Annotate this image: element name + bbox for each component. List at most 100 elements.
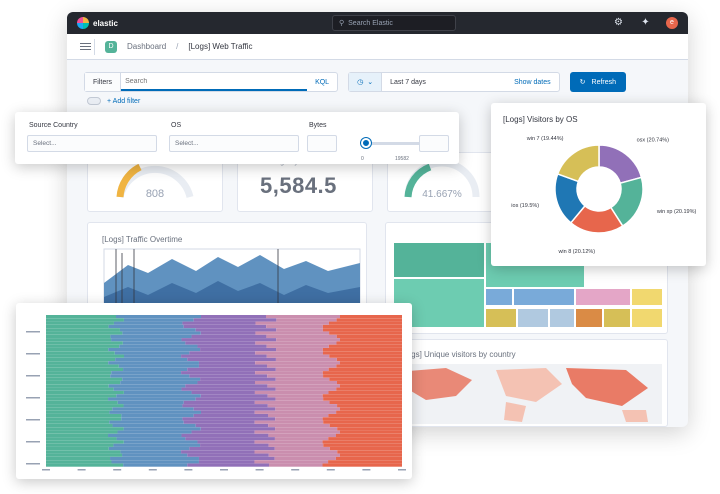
treemap-cell [518, 309, 548, 327]
donut-slice-win-7[interactable] [556, 144, 600, 183]
x-axis-tick-mark [148, 469, 157, 471]
bytes-max-input[interactable] [419, 135, 449, 152]
stacked-bar-segment [339, 338, 402, 342]
source-country-placeholder: Select... [33, 140, 57, 147]
quick-menu-button[interactable]: ◷ ⌄ [349, 73, 383, 91]
stacked-bar-segment [117, 400, 184, 404]
stacked-bar-segment [46, 404, 124, 408]
stacked-bar-segment [268, 463, 323, 467]
global-search-field[interactable]: ⚲ Search Elastic [332, 15, 456, 31]
y-axis-tick-mark [26, 353, 40, 355]
stacked-bar-segment [197, 381, 256, 385]
add-filter-link[interactable]: + Add filter [107, 97, 141, 105]
stacked-bar-segment [266, 324, 323, 329]
query-bar: Filters KQL ◷ ⌄ Last 7 days Show dates ↻… [84, 72, 668, 92]
bytes-range-track[interactable] [365, 142, 425, 145]
stacked-bar-segment [339, 361, 402, 365]
date-picker: ◷ ⌄ Last 7 days Show dates [348, 72, 560, 92]
stacked-bar-segment [120, 381, 198, 385]
stacked-bar-segment [123, 404, 183, 408]
stacked-bar-segment [266, 334, 337, 338]
show-dates-link[interactable]: Show dates [514, 78, 551, 86]
stacked-bar-segment [328, 414, 402, 418]
gauge-value: 808 [146, 188, 164, 200]
stacked-bar-segment [276, 328, 323, 332]
stacked-bar-segment [339, 407, 402, 411]
stacked-bar-segment [46, 315, 116, 319]
stacked-bar-segment [336, 341, 402, 345]
stacked-bar-segment [254, 460, 329, 464]
x-axis-tick-mark [220, 469, 228, 471]
treemap-cell [514, 289, 574, 305]
stacked-bar-segment [266, 315, 340, 319]
stacked-bar-segment [328, 321, 402, 325]
stacked-bar-segment [255, 351, 323, 355]
search-icon: ⚲ [339, 20, 345, 27]
menu-toggle-button[interactable] [77, 38, 95, 55]
filters-button[interactable]: Filters [85, 73, 122, 91]
stacked-bar-segment [335, 456, 402, 461]
news-feed-icon[interactable]: ✦ [641, 17, 650, 28]
stacked-bar-segment [198, 460, 255, 464]
stacked-bar-segment [200, 348, 277, 352]
kql-toggle[interactable]: KQL [315, 78, 330, 86]
avatar[interactable]: e [666, 16, 678, 29]
stacked-bar-segment [46, 324, 109, 329]
stacked-bar-segment [276, 338, 340, 342]
map-region [504, 402, 526, 422]
visitors-by-os-donut: osx (20.74%) win xp (20.19%) win 8 (20.12%… [511, 136, 696, 255]
bytes-min-tick: 0 [361, 156, 364, 162]
stacked-bar-segment [275, 427, 338, 431]
stacked-bar-segment [323, 374, 402, 378]
stacked-bar-segment [200, 427, 276, 431]
bytes-range-handle[interactable] [361, 138, 371, 148]
stacked-bar-segment [181, 433, 269, 437]
bytes-min-input[interactable] [307, 135, 337, 152]
space-avatar[interactable]: D [105, 40, 117, 53]
stacked-bar-segment [275, 367, 329, 371]
elastic-logo[interactable]: elastic [77, 17, 118, 29]
stacked-bar-segment [255, 341, 337, 345]
stacked-bar-segment [46, 437, 117, 441]
map-region [496, 368, 562, 402]
date-range-text[interactable]: Last 7 days [390, 78, 426, 86]
donut-slice-osx[interactable] [598, 144, 643, 185]
stacked-bar-segment [113, 321, 183, 325]
stacked-bar-segment [201, 315, 266, 319]
stacked-bar-segment [254, 420, 324, 424]
os-select[interactable]: Select... [169, 135, 299, 152]
stacked-bar-segment [120, 450, 182, 454]
treemap-cell [486, 289, 512, 305]
breadcrumb-dashboard-link[interactable]: Dashboard [127, 42, 167, 51]
stacked-bar-segment [46, 374, 111, 378]
bytes-max-tick: 19582 [395, 156, 409, 162]
stacked-bar-segment [187, 463, 269, 467]
stacked-bar-segment [122, 453, 188, 457]
y-axis-tick-mark [26, 375, 40, 377]
stacked-bar-segment [46, 427, 124, 431]
stacked-bar-segment [46, 440, 124, 444]
stacked-bar-segment [46, 460, 112, 464]
stacked-bar-segment [328, 460, 402, 464]
stacked-bar-segment [46, 328, 120, 332]
input-controls-card: Source Country Select... OS Select... By… [15, 112, 459, 164]
filter-toggle[interactable] [87, 97, 101, 105]
stacked-bar-segment [46, 334, 111, 338]
stacked-bar-segment [119, 344, 198, 348]
stacked-bar-segment [117, 430, 192, 434]
stacked-bar-segment [46, 407, 113, 411]
stacked-bar-segment [46, 384, 109, 388]
stacked-bar-segment [46, 361, 109, 365]
stacked-bar-segment [46, 410, 110, 414]
help-icon[interactable]: ⚙ [614, 17, 623, 28]
visitors-by-os-title: [Logs] Visitors by OS [503, 115, 578, 124]
stacked-bar-segment [46, 463, 124, 467]
stacked-bar-segment [322, 348, 402, 352]
x-axis-tick-mark [77, 469, 86, 471]
stacked-bar-segment [110, 334, 192, 338]
source-country-select[interactable]: Select... [27, 135, 157, 152]
stacked-bar-segment [193, 407, 276, 411]
refresh-button[interactable]: ↻ Refresh [569, 72, 627, 92]
treemap-cell [604, 309, 630, 327]
search-input[interactable] [121, 73, 308, 91]
